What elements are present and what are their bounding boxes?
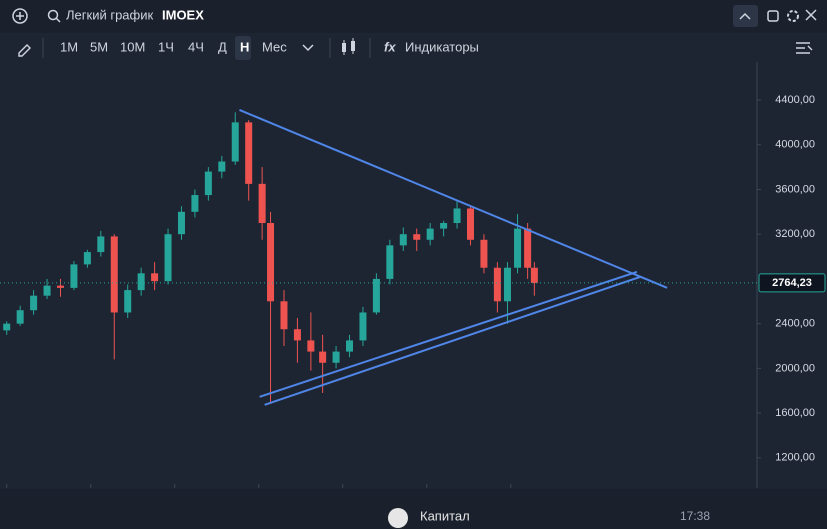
trend-line[interactable] xyxy=(239,109,668,289)
avatar xyxy=(388,508,408,528)
last-price-label: 2764,23 xyxy=(772,277,812,289)
title-bar xyxy=(0,0,827,33)
candle-body xyxy=(191,195,199,212)
interval-group: 1M 5M 10M 1Ч 4Ч Д Н Мес xyxy=(60,36,287,60)
interval-button[interactable]: 1M xyxy=(60,39,78,54)
candle-body xyxy=(493,267,501,302)
candle-body xyxy=(56,285,64,288)
interval-button[interactable]: Мес xyxy=(262,39,287,54)
candle-body xyxy=(267,223,275,302)
candle-body xyxy=(293,329,301,341)
candle-body xyxy=(231,122,239,162)
candle-body xyxy=(177,211,185,235)
candle-body xyxy=(110,236,118,313)
trend-line[interactable] xyxy=(264,275,641,406)
interval-dropdown[interactable] xyxy=(302,44,314,52)
footer: Капитал 17:38 xyxy=(388,508,710,528)
footer-text: Капитал xyxy=(420,508,470,523)
collapse-button[interactable] xyxy=(733,5,758,27)
y-tick-label: 1600,00 xyxy=(775,407,815,419)
trend-line[interactable] xyxy=(259,270,638,398)
candle-body xyxy=(399,234,407,246)
candle-body xyxy=(280,301,288,330)
candle-body xyxy=(386,245,394,279)
candle-body xyxy=(359,312,367,341)
candle-body xyxy=(83,252,91,265)
candle-body xyxy=(245,122,253,184)
candle-body xyxy=(466,208,474,240)
active-interval-bg xyxy=(235,36,251,60)
candle-body xyxy=(16,310,24,324)
candle-body xyxy=(204,171,212,196)
y-tick-label: 2000,00 xyxy=(775,362,815,374)
interval-button[interactable]: Д xyxy=(218,39,227,54)
candle-body xyxy=(440,223,448,229)
candle-body xyxy=(346,340,354,352)
candle-body xyxy=(258,183,266,224)
candle-body xyxy=(164,234,172,282)
candle-body xyxy=(30,295,38,311)
candle-body xyxy=(218,161,226,172)
y-tick-label: 1200,00 xyxy=(775,452,815,464)
interval-button[interactable]: 4Ч xyxy=(188,39,204,54)
fx-icon[interactable]: fx xyxy=(384,39,396,54)
footer-time: 17:38 xyxy=(680,509,710,523)
candle-body xyxy=(503,267,511,302)
candle-body xyxy=(426,228,434,240)
candle-body xyxy=(372,278,380,313)
settings-button[interactable] xyxy=(787,10,799,22)
candle-body xyxy=(70,264,78,288)
add-plus xyxy=(16,12,24,20)
candle-body xyxy=(3,323,11,331)
candle-body xyxy=(151,273,159,282)
candle-body xyxy=(43,285,51,296)
add-icon[interactable] xyxy=(12,8,28,24)
interval-button[interactable]: Н xyxy=(240,39,249,54)
candle-body xyxy=(530,267,538,283)
candle-body xyxy=(514,228,522,268)
window-button[interactable] xyxy=(767,10,779,22)
y-tick-label: 4400,00 xyxy=(775,94,815,106)
symbol[interactable]: IMOEX xyxy=(162,7,204,22)
draw-tool[interactable] xyxy=(18,44,31,57)
candle-body xyxy=(480,239,488,268)
interval-button[interactable]: 10M xyxy=(120,39,145,54)
candle-type-icon[interactable] xyxy=(342,38,355,55)
candle-body xyxy=(319,351,327,363)
candle-body xyxy=(137,273,145,291)
search-icon[interactable] xyxy=(47,9,59,21)
plot: 4400,00 4000,00 3600,00 3200,00 2400,00 2000,… xyxy=(0,62,826,510)
interval-button[interactable]: 5M xyxy=(90,39,108,54)
y-tick-label: 4000,00 xyxy=(775,139,815,151)
y-tick-label: 2400,00 xyxy=(775,318,815,330)
interval-button[interactable]: 1Ч xyxy=(158,39,174,54)
layout-icon[interactable] xyxy=(796,42,813,54)
candle-body xyxy=(307,340,315,352)
y-tick-label: 3600,00 xyxy=(775,183,815,195)
candle-body xyxy=(524,228,532,268)
indicators-button[interactable]: Индикаторы xyxy=(405,39,479,54)
y-tick-label: 3200,00 xyxy=(775,228,815,240)
bottom-strip xyxy=(0,489,827,529)
title: Легкий график xyxy=(66,7,153,22)
collapse-icon xyxy=(739,12,751,20)
candle-body xyxy=(97,236,105,253)
search-handle xyxy=(55,17,61,23)
candle-body xyxy=(413,234,421,240)
last-price-box xyxy=(758,273,826,293)
candle-body xyxy=(332,351,340,363)
candle-body xyxy=(124,290,132,313)
close-button[interactable] xyxy=(805,9,817,21)
candle-body xyxy=(453,208,461,224)
